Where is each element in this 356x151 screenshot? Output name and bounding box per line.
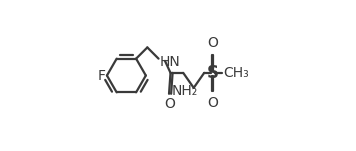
Text: O: O (207, 36, 218, 50)
Text: O: O (164, 96, 176, 111)
Text: NH₂: NH₂ (172, 84, 198, 98)
Text: CH₃: CH₃ (224, 66, 250, 80)
Text: F: F (97, 69, 105, 82)
Text: O: O (207, 96, 218, 110)
Text: S: S (206, 64, 219, 82)
Text: HN: HN (160, 55, 181, 69)
